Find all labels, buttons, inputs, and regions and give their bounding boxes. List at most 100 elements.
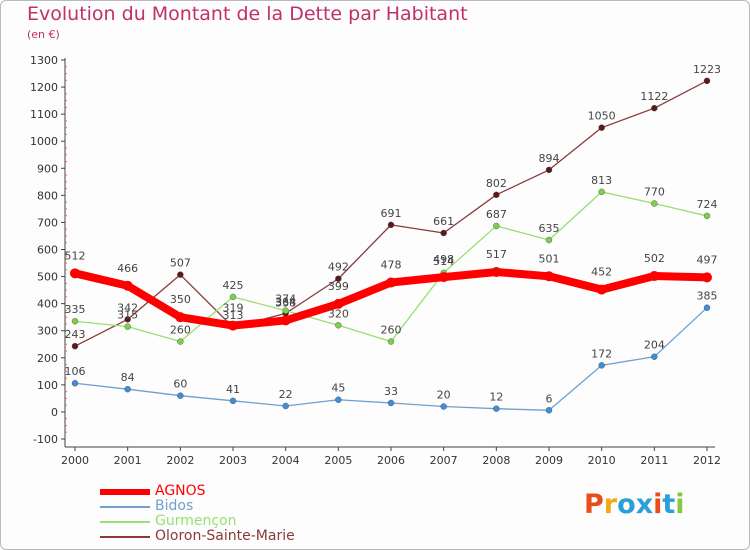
data-point: [598, 188, 605, 196]
data-point: [229, 293, 237, 301]
y-tick-label: -100: [33, 433, 58, 446]
data-point: [440, 229, 447, 237]
data-point: [703, 77, 711, 85]
data-label: 45: [331, 382, 345, 395]
data-point: [71, 380, 79, 387]
data-point: [229, 397, 237, 405]
data-point: [491, 266, 502, 277]
logo-letter: i: [675, 489, 685, 520]
data-label: 1122: [640, 90, 668, 103]
data-point: [124, 316, 131, 323]
data-point: [651, 200, 658, 207]
data-label: 661: [433, 215, 454, 228]
chart-title: Evolution du Montant de la Dette par Hab…: [27, 3, 468, 25]
data-point: [122, 280, 133, 291]
data-label: 691: [381, 207, 402, 220]
legend-label: Bidos: [155, 498, 194, 514]
data-label: 12: [489, 391, 503, 404]
logo-letter: P: [584, 489, 604, 520]
data-label: 635: [539, 222, 560, 235]
data-label: 33: [384, 385, 398, 398]
chart-subtitle: (en €): [27, 28, 60, 41]
logo-letter: r: [603, 489, 618, 520]
x-tick-label: 2003: [219, 454, 247, 467]
y-tick-label: 100: [37, 379, 58, 392]
data-label: 41: [226, 383, 240, 396]
data-point: [387, 338, 395, 345]
data-label: 502: [644, 252, 665, 265]
data-label: 514: [433, 255, 454, 268]
logo-letter: t: [662, 489, 676, 520]
y-tick-label: 500: [37, 271, 58, 284]
data-label: 498: [433, 253, 454, 266]
x-tick-label: 2000: [61, 454, 89, 467]
data-label: 399: [328, 280, 349, 293]
data-label: 517: [486, 248, 507, 261]
legend-label: Oloron-Sainte-Marie: [155, 528, 295, 544]
y-tick-label: 1000: [30, 135, 58, 148]
data-label: 813: [591, 174, 612, 187]
x-tick-label: 2010: [588, 454, 616, 467]
y-tick-label: 800: [37, 189, 58, 202]
x-tick-label: 2001: [114, 454, 142, 467]
y-tick-label: 700: [37, 216, 58, 229]
y-tick-label: 1100: [30, 108, 58, 121]
data-label: 260: [170, 324, 191, 337]
data-label: 687: [486, 208, 507, 221]
data-label: 338: [275, 296, 296, 309]
data-label: 60: [173, 378, 187, 391]
legend-label: Gurmençon: [155, 513, 237, 529]
data-point: [228, 320, 238, 331]
data-point: [335, 396, 342, 403]
legend-swatch: [100, 521, 150, 523]
y-tick-label: 300: [37, 325, 58, 338]
data-label: 106: [65, 365, 86, 378]
data-label: 260: [381, 324, 402, 337]
data-point: [596, 284, 607, 295]
data-label: 319: [223, 302, 244, 315]
data-point: [545, 407, 553, 414]
x-tick-label: 2009: [535, 454, 563, 467]
proxiti-logo: Proxiti: [584, 489, 685, 520]
data-point: [598, 362, 605, 369]
data-point: [493, 405, 500, 412]
logo-letter: x: [635, 489, 654, 520]
data-label: 22: [279, 388, 293, 401]
data-point: [649, 271, 660, 282]
legend-label: AGNOS: [155, 483, 206, 499]
data-point: [177, 338, 184, 345]
data-label: 1050: [588, 110, 616, 123]
data-label: 894: [539, 152, 560, 165]
data-point: [335, 275, 342, 282]
data-label: 313: [223, 309, 244, 322]
data-point: [387, 399, 395, 407]
logo-letter: o: [617, 489, 636, 520]
data-point: [545, 166, 553, 174]
data-label: 507: [170, 257, 191, 270]
data-label: 802: [486, 177, 507, 190]
data-label: 512: [65, 249, 86, 262]
data-label: 84: [121, 371, 135, 384]
data-label: 501: [539, 252, 560, 265]
data-point: [545, 236, 553, 244]
data-point: [544, 271, 554, 282]
data-label: 350: [170, 293, 191, 306]
data-label: 374: [275, 293, 296, 306]
data-label: 478: [381, 259, 402, 272]
y-tick-label: 200: [37, 352, 58, 365]
data-point: [282, 307, 289, 314]
data-label: 452: [591, 266, 612, 279]
data-point: [702, 272, 712, 283]
data-label: 425: [223, 279, 244, 292]
logo-letter: i: [653, 489, 663, 520]
x-tick-label: 2004: [272, 454, 300, 467]
data-point: [124, 385, 131, 393]
data-point: [703, 304, 711, 311]
x-tick-label: 2007: [430, 454, 458, 467]
data-point: [386, 277, 396, 288]
data-point: [387, 221, 395, 229]
data-label: 335: [65, 303, 86, 316]
x-tick-label: 2006: [377, 454, 405, 467]
data-point: [175, 312, 186, 323]
x-tick-label: 2012: [693, 454, 721, 467]
